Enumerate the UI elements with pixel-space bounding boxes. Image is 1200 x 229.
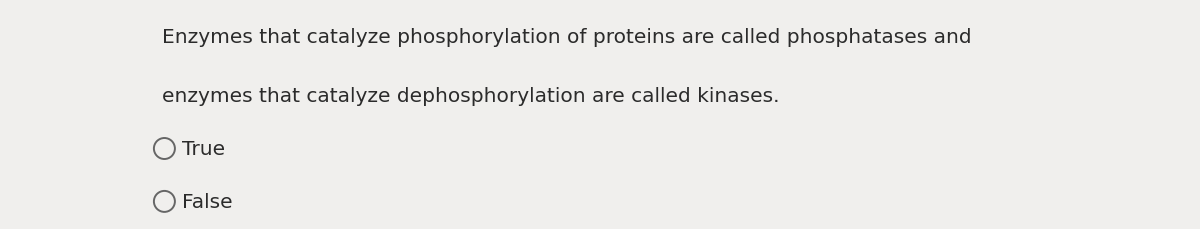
Text: True: True (182, 139, 226, 158)
Text: False: False (182, 192, 233, 211)
Text: enzymes that catalyze dephosphorylation are called kinases.: enzymes that catalyze dephosphorylation … (162, 87, 780, 106)
Text: Enzymes that catalyze phosphorylation of proteins are called phosphatases and: Enzymes that catalyze phosphorylation of… (162, 27, 972, 46)
